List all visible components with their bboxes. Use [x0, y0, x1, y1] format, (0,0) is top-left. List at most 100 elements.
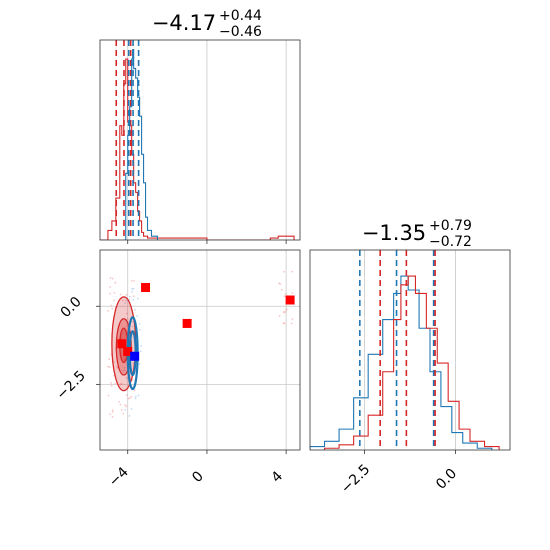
sample-point: [134, 395, 137, 398]
sample-point: [139, 328, 141, 331]
sample-point: [111, 416, 114, 418]
sample-point: [138, 323, 141, 325]
sample-point: [113, 299, 116, 302]
histogram-2-series-1: [310, 275, 493, 450]
sample-point: [109, 292, 111, 295]
histogram-1-title-value: −4.17: [152, 11, 216, 35]
sample-point: [107, 394, 110, 397]
sample-point: [131, 290, 133, 293]
sample-point: [280, 288, 283, 291]
red-marker: [285, 295, 295, 305]
sample-point: [111, 307, 114, 310]
sample-point: [128, 397, 131, 399]
sample-point: [120, 408, 123, 411]
sample-point: [132, 295, 135, 298]
sample-point: [133, 279, 135, 282]
sample-point: [136, 297, 139, 300]
sample-point: [109, 286, 112, 288]
sample-point: [291, 292, 294, 294]
sample-point: [132, 287, 135, 290]
sample-point: [109, 276, 112, 279]
sample-point: [290, 322, 293, 325]
sample-point: [110, 304, 113, 307]
scatter-contour-frame: [99, 249, 301, 451]
sample-point: [123, 366, 126, 369]
histogram-2-series-2: [323, 275, 500, 450]
sample-point: [291, 270, 294, 273]
x-tick-label: 4: [268, 468, 286, 486]
sample-point: [125, 299, 127, 302]
histogram-2-title-upper-error: +0.79: [429, 218, 472, 234]
histogram-1-title: −4.17: [152, 11, 216, 35]
x-tick-label: 0.0: [433, 466, 460, 493]
sample-point: [283, 270, 286, 273]
y-tick-label: −2.5: [53, 368, 88, 403]
sample-point: [108, 366, 111, 369]
sample-point: [115, 366, 118, 368]
histogram-2-title: −1.35: [362, 221, 426, 245]
sample-point: [125, 394, 128, 396]
sample-point: [114, 383, 117, 385]
red-marker: [117, 339, 127, 349]
sample-point: [131, 325, 134, 328]
red-marker: [141, 283, 151, 292]
histogram-1-series: [100, 40, 295, 240]
sample-point: [108, 358, 111, 361]
sample-point: [118, 400, 121, 403]
x-tick-label: −2.5: [338, 461, 373, 496]
sample-point: [120, 383, 122, 385]
sample-point: [122, 369, 124, 372]
sample-point: [131, 287, 133, 290]
sample-point: [122, 412, 125, 415]
sample-point: [110, 381, 113, 384]
sample-point: [119, 293, 122, 296]
sample-point: [136, 315, 139, 317]
sample-point: [140, 345, 142, 347]
sample-point: [107, 309, 110, 312]
sample-point: [130, 280, 133, 282]
sample-point: [124, 302, 127, 305]
histogram-2-title-value: −1.35: [362, 221, 426, 245]
sample-point: [114, 281, 117, 284]
sample-point: [125, 405, 128, 408]
sample-point: [124, 404, 127, 406]
sample-point: [132, 298, 135, 301]
sample-point: [134, 308, 136, 311]
histogram-1-title-lower-error: −0.46: [219, 24, 262, 40]
sample-point: [279, 283, 282, 285]
sample-point: [125, 325, 128, 328]
sample-point: [282, 311, 285, 313]
sample-point: [130, 395, 133, 398]
sample-point: [278, 314, 281, 317]
sample-point: [128, 295, 131, 298]
histogram-1-title-upper-error: +0.44: [219, 8, 262, 24]
x-tick-label: −4: [106, 464, 132, 490]
histogram-1-frame: [99, 39, 301, 241]
red-marker: [182, 318, 192, 328]
sample-point: [120, 337, 123, 340]
sample-point: [111, 411, 114, 413]
sample-point: [126, 312, 128, 315]
scatter-contour-content: [107, 270, 295, 418]
sample-point: [284, 310, 287, 312]
y-tick-label: 0.0: [58, 294, 85, 321]
sample-point: [133, 389, 136, 392]
sample-point: [109, 413, 112, 416]
sample-point: [111, 409, 114, 412]
sample-point: [137, 394, 140, 397]
sample-point: [291, 318, 294, 321]
histogram-2-title-lower-error: −0.72: [429, 234, 472, 250]
sample-point: [283, 322, 286, 325]
sample-point: [131, 379, 134, 381]
x-tick-label: 0: [189, 468, 207, 486]
sample-point: [139, 350, 142, 353]
sample-point: [284, 292, 287, 295]
sample-point: [123, 369, 126, 372]
sample-point: [126, 318, 129, 320]
sample-point: [119, 403, 122, 406]
blue-marker: [130, 351, 140, 361]
sample-point: [124, 408, 127, 411]
sample-point: [107, 365, 110, 368]
sample-point: [111, 277, 114, 280]
